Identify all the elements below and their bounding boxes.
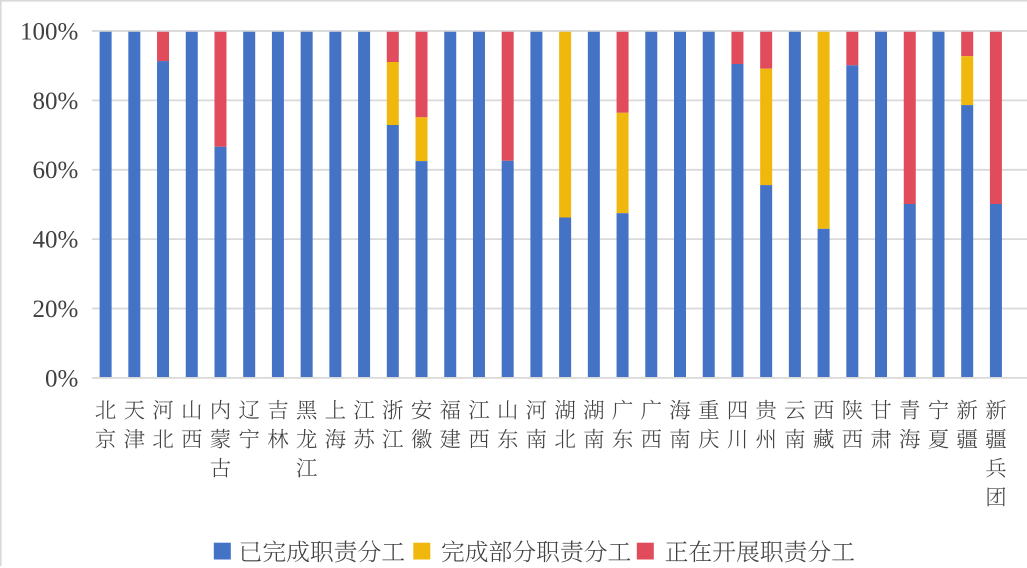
- svg-text:100%: 100%: [20, 18, 78, 45]
- svg-text:0%: 0%: [45, 365, 78, 392]
- svg-text:60%: 60%: [32, 157, 78, 184]
- svg-text:40%: 40%: [32, 227, 78, 254]
- svg-text:80%: 80%: [32, 88, 78, 115]
- svg-text:20%: 20%: [32, 296, 78, 323]
